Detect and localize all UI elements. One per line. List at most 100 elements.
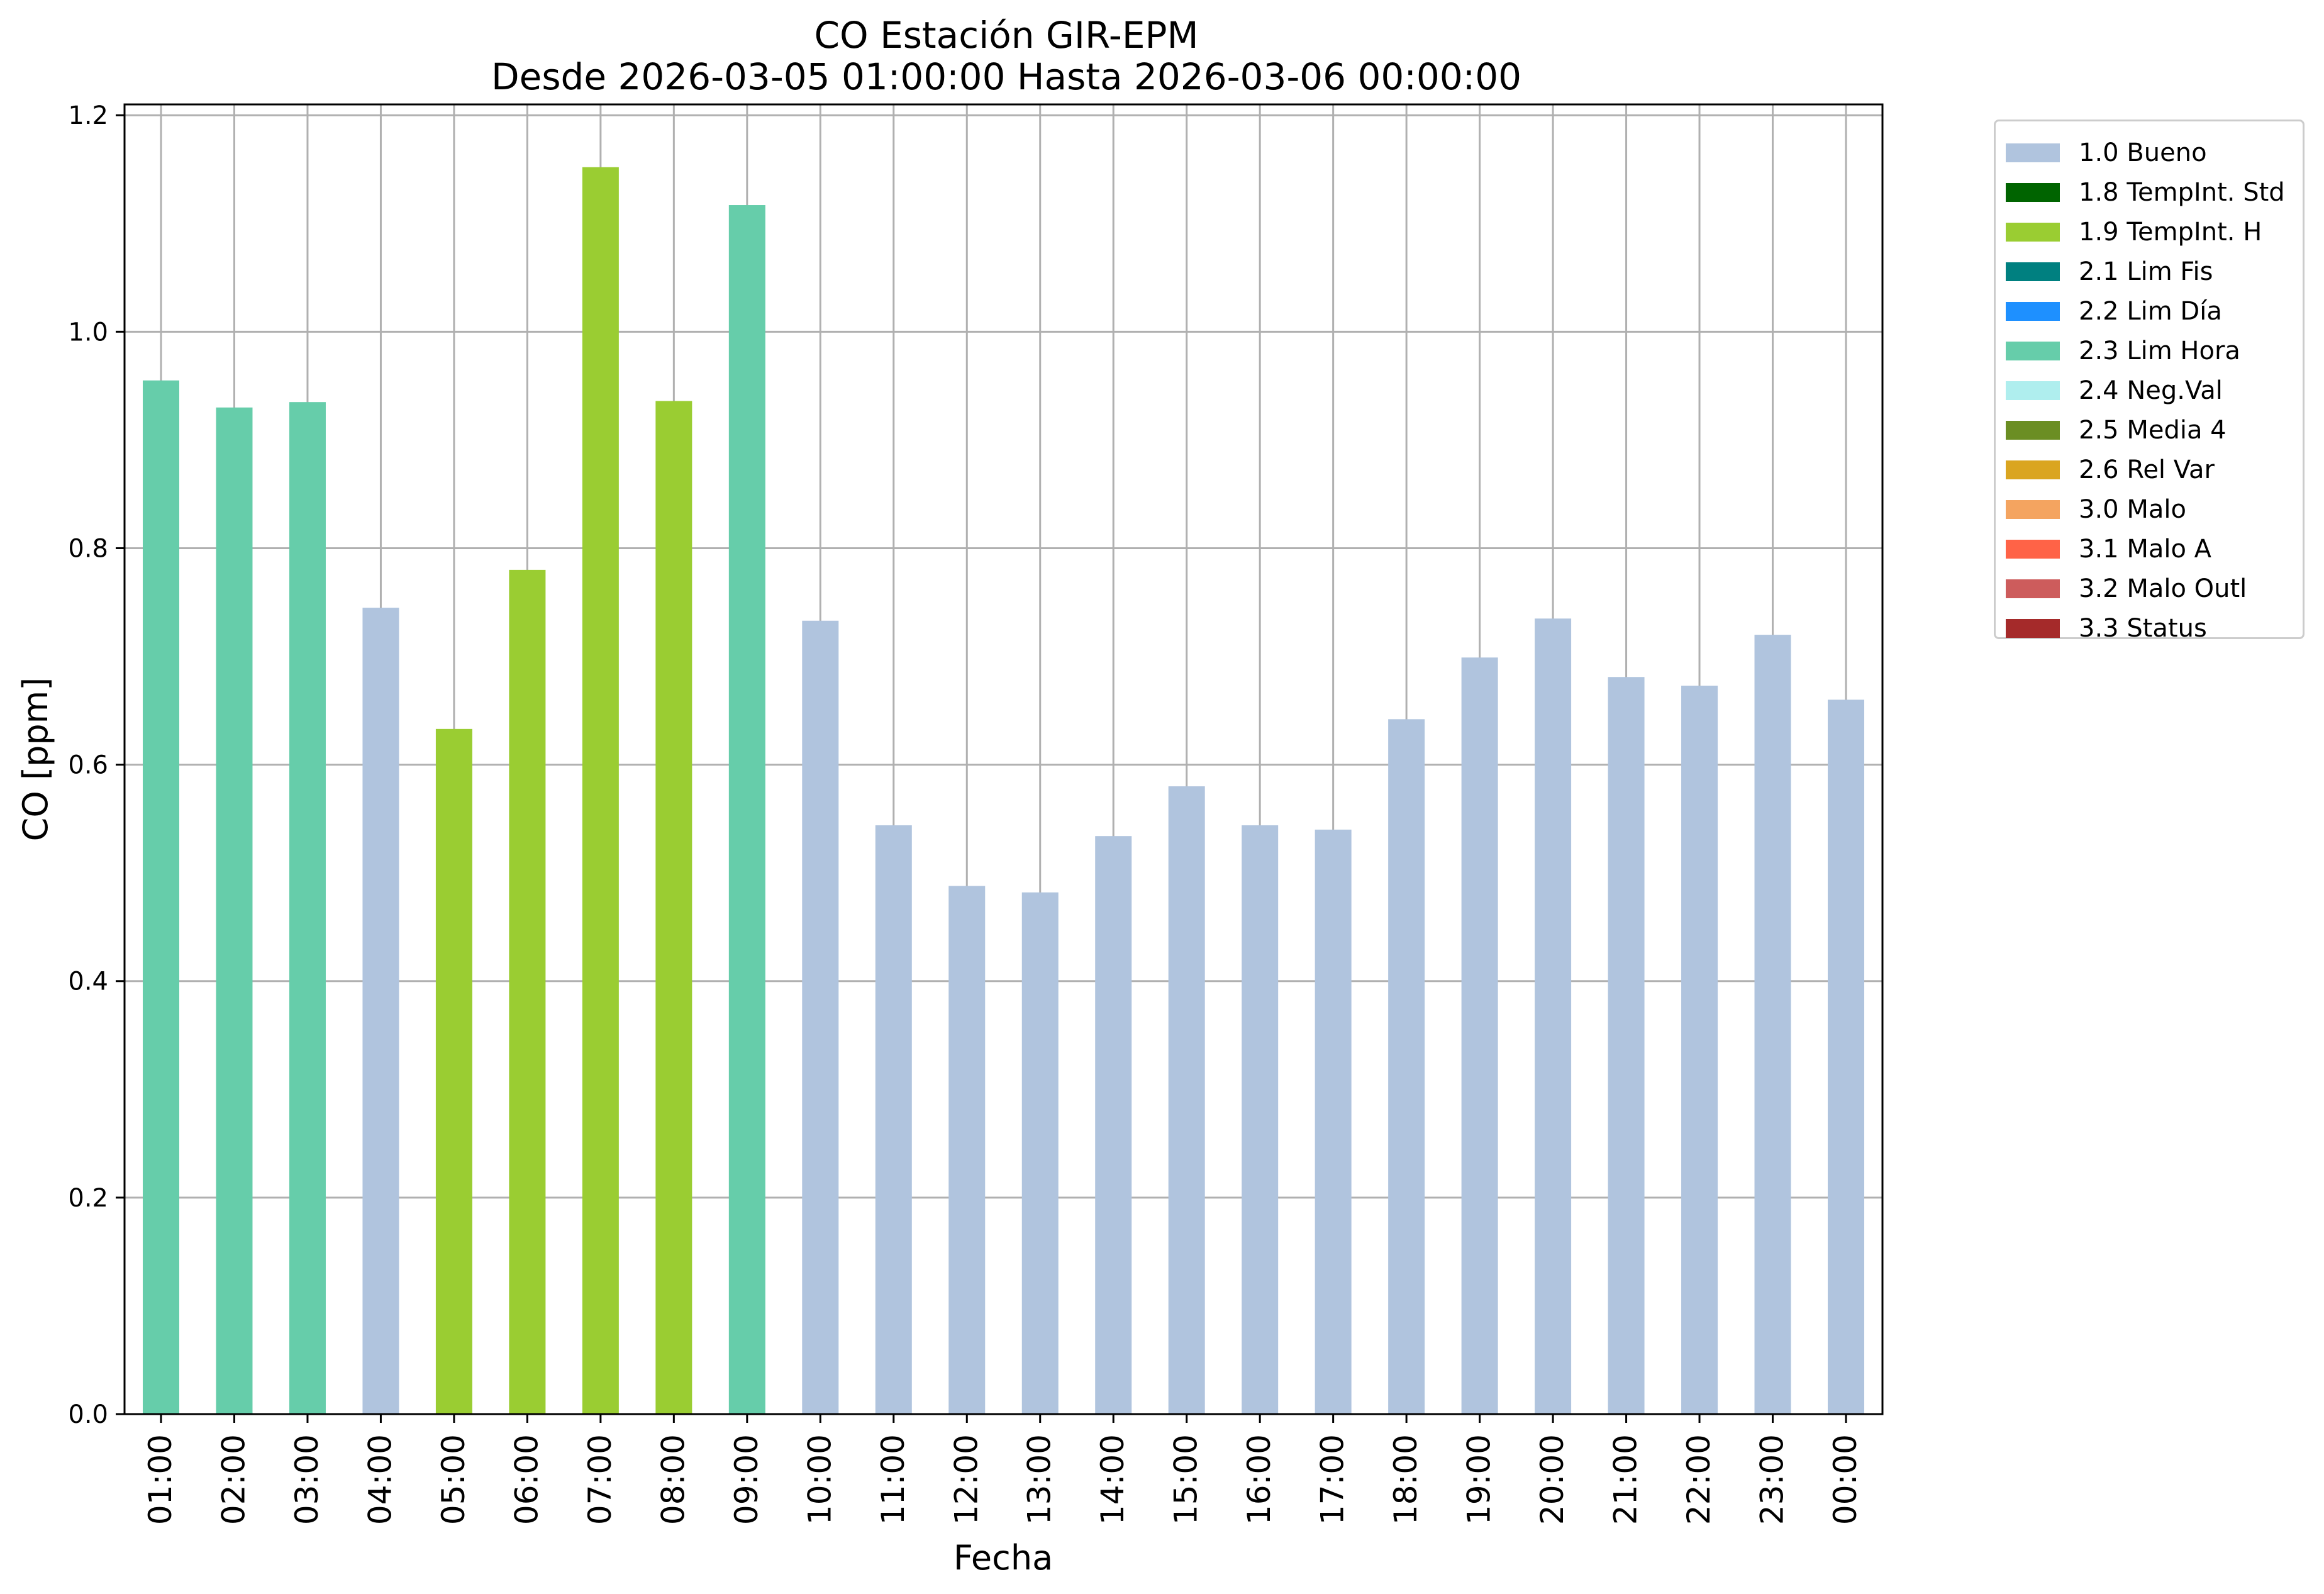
bar-16:00 xyxy=(1242,825,1279,1414)
x-tick-label: 20:00 xyxy=(1534,1434,1571,1525)
bar-20:00 xyxy=(1535,618,1572,1415)
bar-21:00 xyxy=(1608,677,1645,1414)
bar-08:00 xyxy=(655,401,692,1414)
x-tick-label: 09:00 xyxy=(728,1434,765,1525)
y-tick-label: 0.6 xyxy=(68,751,108,780)
legend-item: 1.0 Bueno xyxy=(2006,134,2207,172)
x-tick-label: 21:00 xyxy=(1608,1434,1644,1525)
y-tick-label: 1.0 xyxy=(68,318,108,347)
legend-swatch xyxy=(2006,262,2060,281)
bar-15:00 xyxy=(1168,786,1205,1414)
x-tick-label: 22:00 xyxy=(1681,1434,1717,1525)
x-tick-label: 10:00 xyxy=(801,1434,838,1525)
x-axis-label: Fecha xyxy=(954,1538,1053,1578)
legend-label: 2.2 Lim Día xyxy=(2079,297,2222,326)
legend-swatch xyxy=(2006,342,2060,360)
x-tick-label: 02:00 xyxy=(215,1434,252,1525)
legend-label: 2.1 Lim Fis xyxy=(2079,257,2213,286)
legend-swatch xyxy=(2006,183,2060,202)
x-tick-label: 14:00 xyxy=(1094,1434,1131,1525)
bar-17:00 xyxy=(1315,829,1352,1414)
bar-09:00 xyxy=(728,205,765,1414)
legend-swatch xyxy=(2006,143,2060,162)
y-axis-label: CO [ppm] xyxy=(16,677,55,842)
x-tick-label: 19:00 xyxy=(1461,1434,1498,1525)
legend-label: 1.9 TempInt. H xyxy=(2079,218,2262,247)
legend-item: 2.3 Lim Hora xyxy=(2006,332,2240,370)
legend-item: 2.6 Rel Var xyxy=(2006,451,2215,489)
bar-03:00 xyxy=(289,402,326,1414)
legend-swatch xyxy=(2006,500,2060,519)
legend-label: 2.4 Neg.Val xyxy=(2079,376,2223,405)
legend-label: 3.2 Malo Outl xyxy=(2079,574,2247,603)
bar-04:00 xyxy=(362,608,399,1414)
plot-frame xyxy=(123,103,1884,1415)
legend-item: 3.1 Malo A xyxy=(2006,530,2211,568)
y-tick-label: 0.0 xyxy=(68,1400,108,1429)
legend-swatch xyxy=(2006,381,2060,400)
x-tick-label: 04:00 xyxy=(362,1434,398,1525)
legend-swatch xyxy=(2006,421,2060,440)
legend-label: 2.3 Lim Hora xyxy=(2079,337,2240,365)
legend-label: 1.0 Bueno xyxy=(2079,138,2207,167)
legend-item: 3.2 Malo Outl xyxy=(2006,570,2247,608)
bar-19:00 xyxy=(1461,657,1498,1414)
legend-label: 2.5 Media 4 xyxy=(2079,416,2227,445)
legend-label: 3.0 Malo xyxy=(2079,495,2186,524)
legend-item: 3.0 Malo xyxy=(2006,491,2186,528)
legend: 1.0 Bueno 1.8 TempInt. Std 1.9 TempInt. H 2… xyxy=(1994,120,2305,643)
bar-11:00 xyxy=(875,825,912,1414)
bar-23:00 xyxy=(1754,635,1791,1414)
legend-item: 1.9 TempInt. H xyxy=(2006,213,2262,251)
legend-swatch xyxy=(2006,579,2060,598)
x-tick-label: 15:00 xyxy=(1168,1434,1204,1525)
x-tick-label: 06:00 xyxy=(508,1434,545,1525)
y-tick-label: 1.2 xyxy=(68,101,108,130)
x-tick-label: 12:00 xyxy=(948,1434,984,1525)
x-tick-label: 13:00 xyxy=(1021,1434,1058,1525)
x-axis-ticks: 01:00 02:00 03:00 04:00 05:00 06:00 07:00 08:00… xyxy=(142,1414,1864,1525)
x-tick-label: 00:00 xyxy=(1827,1434,1864,1525)
legend-item: 2.1 Lim Fis xyxy=(2006,253,2213,291)
legend-swatch xyxy=(2006,302,2060,321)
legend-item: 3.3 Status xyxy=(2006,610,2207,647)
y-axis-ticks: 0.0 0.2 0.4 0.6 0.8 1.0 1.2 xyxy=(68,101,125,1429)
legend-swatch xyxy=(2006,540,2060,559)
x-tick-label: 05:00 xyxy=(435,1434,472,1525)
x-tick-label: 23:00 xyxy=(1754,1434,1791,1525)
bars xyxy=(143,167,1864,1415)
legend-swatch xyxy=(2006,223,2060,242)
bar-10:00 xyxy=(802,620,839,1414)
x-tick-label: 18:00 xyxy=(1387,1434,1424,1525)
x-tick-label: 11:00 xyxy=(875,1434,911,1525)
bar-13:00 xyxy=(1021,892,1059,1414)
y-tick-label: 0.8 xyxy=(68,534,108,563)
legend-label: 1.8 TempInt. Std xyxy=(2079,178,2285,207)
legend-item: 2.4 Neg.Val xyxy=(2006,372,2223,410)
x-tick-label: 01:00 xyxy=(142,1434,179,1525)
bar-22:00 xyxy=(1681,685,1718,1414)
legend-swatch xyxy=(2006,619,2060,638)
bar-05:00 xyxy=(435,728,472,1414)
bar-02:00 xyxy=(216,407,253,1414)
bar-00:00 xyxy=(1828,699,1864,1414)
legend-item: 1.8 TempInt. Std xyxy=(2006,174,2285,211)
bar-01:00 xyxy=(143,380,179,1415)
x-tick-label: 16:00 xyxy=(1241,1434,1277,1525)
legend-item: 2.5 Media 4 xyxy=(2006,411,2227,449)
y-tick-label: 0.4 xyxy=(68,967,108,996)
chart-subtitle: Desde 2026-03-05 01:00:00 Hasta 2026-03-… xyxy=(491,55,1522,98)
bar-07:00 xyxy=(582,167,619,1414)
chart-title: CO Estación GIR-EPM xyxy=(814,14,1199,57)
x-tick-label: 07:00 xyxy=(582,1434,618,1525)
y-tick-label: 0.2 xyxy=(68,1184,108,1213)
bar-12:00 xyxy=(948,886,986,1414)
legend-label: 2.6 Rel Var xyxy=(2079,455,2215,484)
x-tick-label: 17:00 xyxy=(1315,1434,1351,1525)
x-tick-label: 08:00 xyxy=(655,1434,691,1525)
legend-item: 2.2 Lim Día xyxy=(2006,293,2222,330)
legend-swatch xyxy=(2006,460,2060,479)
bar-06:00 xyxy=(509,569,546,1414)
legend-label: 3.3 Status xyxy=(2079,614,2207,643)
